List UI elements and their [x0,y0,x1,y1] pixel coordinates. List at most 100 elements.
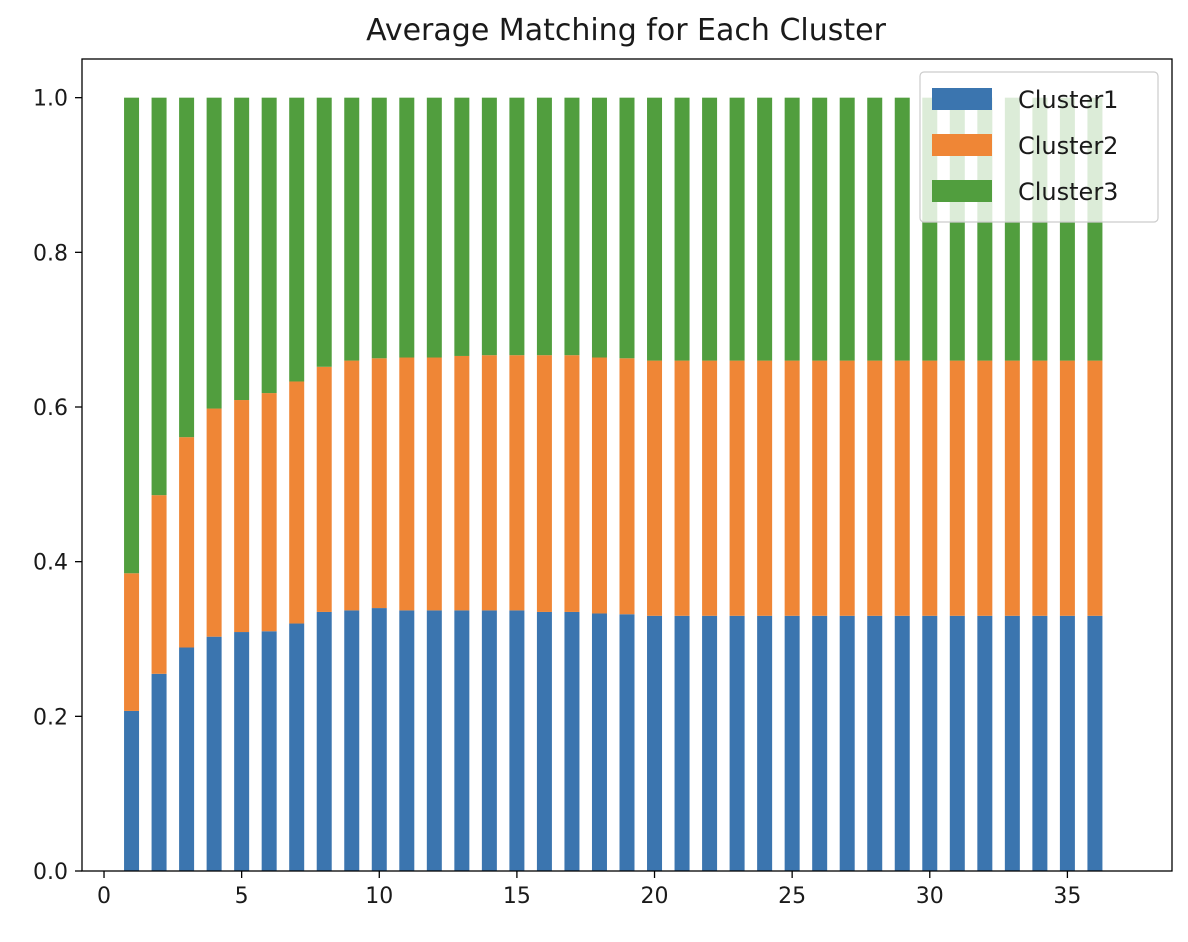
bar-cluster1-x26 [812,615,828,871]
legend-swatch-cluster1 [932,88,992,110]
bar-cluster2-x9 [344,360,360,611]
bar-cluster1-x33 [1004,615,1020,871]
bar-cluster1-x4 [206,636,222,871]
bar-cluster3-x3 [179,97,195,438]
bar-cluster3-x26 [812,97,828,361]
bar-cluster3-x29 [894,97,910,361]
bar-cluster1-x29 [894,615,910,871]
bar-cluster1-x10 [371,608,387,871]
bar-cluster1-x16 [536,611,552,871]
bar-cluster3-x7 [289,97,305,382]
bar-cluster3-x12 [426,97,442,358]
bar-cluster1-x2 [151,673,167,871]
bar-cluster2-x20 [647,360,663,616]
bar-cluster2-x4 [206,408,222,637]
bar-cluster3-x2 [151,97,167,496]
bar-cluster3-x8 [316,97,332,367]
legend-label-cluster2: Cluster2 [1018,132,1118,160]
y-tick-label: 0.4 [33,551,68,576]
bar-cluster3-x5 [234,97,250,401]
bars-layer [124,97,1103,871]
bar-cluster1-x35 [1059,615,1075,871]
bar-cluster1-x3 [179,647,195,871]
bar-cluster2-x35 [1059,360,1075,616]
legend-label-cluster1: Cluster1 [1018,86,1118,114]
bar-cluster2-x30 [922,360,938,616]
x-tick-label: 0 [97,884,111,909]
y-tick-label: 0.0 [33,860,68,885]
bar-cluster3-x19 [619,97,635,359]
bar-cluster1-x34 [1032,615,1048,871]
bar-cluster2-x28 [867,360,883,616]
x-tick-label: 15 [503,884,531,909]
bar-cluster1-x28 [867,615,883,871]
legend: Cluster1 Cluster2 Cluster3 [919,71,1159,223]
bar-cluster2-x7 [289,381,305,624]
bar-cluster2-x15 [509,355,525,611]
bar-cluster2-x19 [619,358,635,615]
bar-cluster3-x15 [509,97,525,356]
bar-cluster3-x20 [647,97,663,361]
x-tick-label: 5 [235,884,249,909]
bar-cluster2-x2 [151,495,167,674]
bar-cluster2-x10 [371,358,387,609]
bar-cluster2-x33 [1004,360,1020,616]
bar-cluster2-x31 [949,360,965,616]
chart-title: Average Matching for Each Cluster [366,13,887,48]
bar-cluster1-x17 [564,611,580,871]
bar-cluster2-x18 [591,357,607,614]
bar-cluster1-x36 [1087,615,1103,871]
bar-cluster3-x25 [784,97,800,361]
bar-cluster2-x29 [894,360,910,616]
bar-cluster1-x1 [124,710,140,871]
bar-cluster1-x9 [344,610,360,871]
bar-cluster1-x18 [591,613,607,871]
bar-cluster2-x32 [977,360,993,616]
bar-cluster2-x13 [454,355,470,611]
bar-cluster2-x23 [729,360,745,616]
bar-cluster3-x9 [344,97,360,361]
bar-cluster3-x10 [371,97,387,359]
bar-cluster1-x11 [399,610,415,871]
bar-cluster1-x23 [729,615,745,871]
bar-cluster2-x17 [564,355,580,612]
plot-frame [81,58,1173,872]
bar-cluster1-x14 [481,610,497,871]
bar-cluster1-x19 [619,614,635,871]
bar-cluster2-x36 [1087,360,1103,616]
y-tick-label: 0.2 [33,705,68,730]
legend-swatch-cluster3 [932,180,992,202]
bar-cluster3-x24 [757,97,773,361]
bar-cluster2-x22 [702,360,718,616]
bar-cluster1-x6 [261,631,277,871]
bar-cluster1-x30 [922,615,938,871]
bar-cluster1-x8 [316,611,332,871]
bar-cluster3-x13 [454,97,470,356]
bar-cluster2-x8 [316,366,332,612]
bar-cluster1-x32 [977,615,993,871]
y-axis: 0.0 0.2 0.4 0.6 0.8 1.0 [33,87,82,885]
bar-cluster1-x24 [757,615,773,871]
bar-cluster3-x28 [867,97,883,361]
bar-cluster3-x17 [564,97,580,356]
x-tick-label: 20 [641,884,669,909]
legend-swatch-cluster2 [932,134,992,156]
x-tick-label: 30 [916,884,944,909]
bar-cluster3-x27 [839,97,855,361]
bar-cluster3-x11 [399,97,415,358]
legend-label-cluster3: Cluster3 [1018,178,1118,206]
bar-cluster1-x13 [454,610,470,871]
bar-cluster1-x5 [234,632,250,871]
x-axis: 0 5 10 15 20 25 30 35 [97,871,1081,909]
bar-cluster2-x14 [481,355,497,611]
bar-cluster2-x11 [399,357,415,611]
x-tick-label: 10 [365,884,393,909]
bar-cluster1-x20 [647,615,663,871]
bar-cluster3-x21 [674,97,690,361]
x-tick-label: 35 [1053,884,1081,909]
bar-cluster2-x5 [234,400,250,633]
bar-cluster2-x1 [124,573,140,711]
bar-cluster1-x21 [674,615,690,871]
bar-cluster2-x21 [674,360,690,616]
